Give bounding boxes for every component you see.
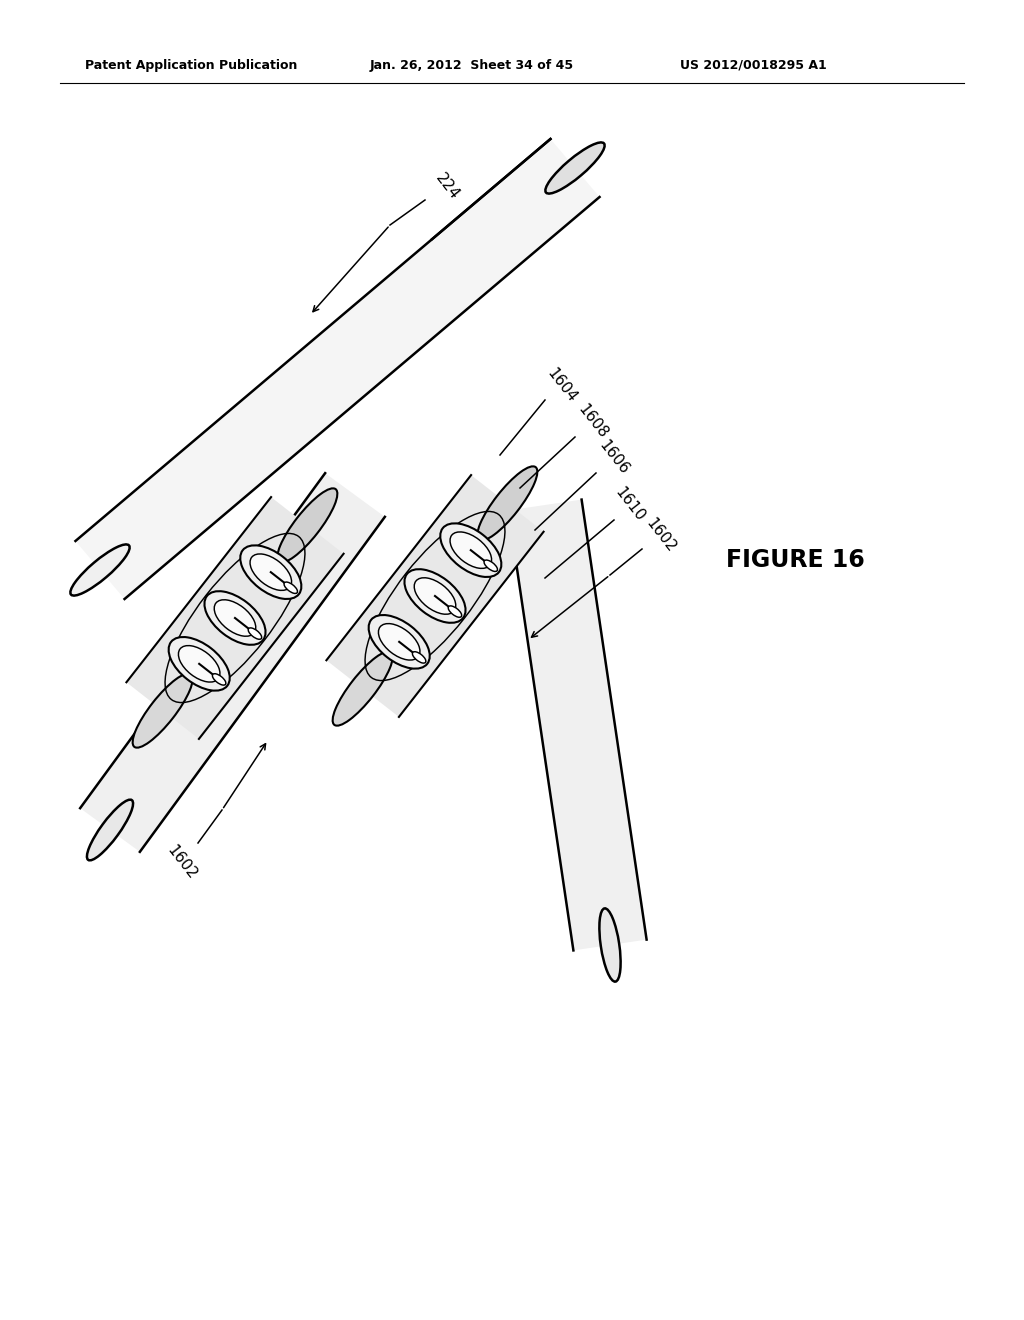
Ellipse shape (484, 560, 498, 572)
Text: 1604: 1604 (544, 366, 580, 405)
Text: US 2012/0018295 A1: US 2012/0018295 A1 (680, 58, 826, 71)
Ellipse shape (450, 532, 492, 569)
Polygon shape (327, 475, 544, 717)
Ellipse shape (379, 623, 420, 660)
Ellipse shape (178, 645, 220, 682)
Text: Patent Application Publication: Patent Application Publication (85, 58, 297, 71)
Text: FIGURE 16: FIGURE 16 (726, 548, 864, 572)
Ellipse shape (133, 673, 193, 747)
Ellipse shape (205, 591, 265, 644)
Text: 1602: 1602 (643, 515, 679, 554)
Ellipse shape (71, 544, 130, 595)
Ellipse shape (87, 800, 133, 861)
Ellipse shape (278, 488, 337, 562)
Ellipse shape (284, 582, 298, 594)
Text: Jan. 26, 2012  Sheet 34 of 45: Jan. 26, 2012 Sheet 34 of 45 (370, 58, 574, 71)
Ellipse shape (241, 545, 301, 599)
Ellipse shape (404, 569, 466, 623)
Ellipse shape (477, 466, 538, 540)
Ellipse shape (546, 143, 604, 194)
Ellipse shape (169, 638, 229, 690)
Ellipse shape (369, 615, 430, 669)
Ellipse shape (212, 673, 226, 685)
Ellipse shape (248, 628, 262, 639)
Ellipse shape (449, 606, 462, 618)
Text: 1606: 1606 (596, 437, 632, 477)
Ellipse shape (250, 554, 292, 590)
Text: 1602: 1602 (164, 842, 200, 882)
Ellipse shape (440, 523, 502, 577)
Polygon shape (76, 139, 599, 599)
Text: 1608: 1608 (575, 401, 610, 441)
Polygon shape (80, 473, 385, 851)
Ellipse shape (599, 908, 621, 982)
Ellipse shape (415, 578, 456, 614)
Polygon shape (508, 499, 646, 950)
Text: 1610: 1610 (612, 484, 648, 524)
Polygon shape (126, 498, 344, 739)
Ellipse shape (333, 652, 392, 726)
Text: 224: 224 (432, 172, 462, 203)
Ellipse shape (214, 599, 256, 636)
Ellipse shape (413, 652, 426, 663)
